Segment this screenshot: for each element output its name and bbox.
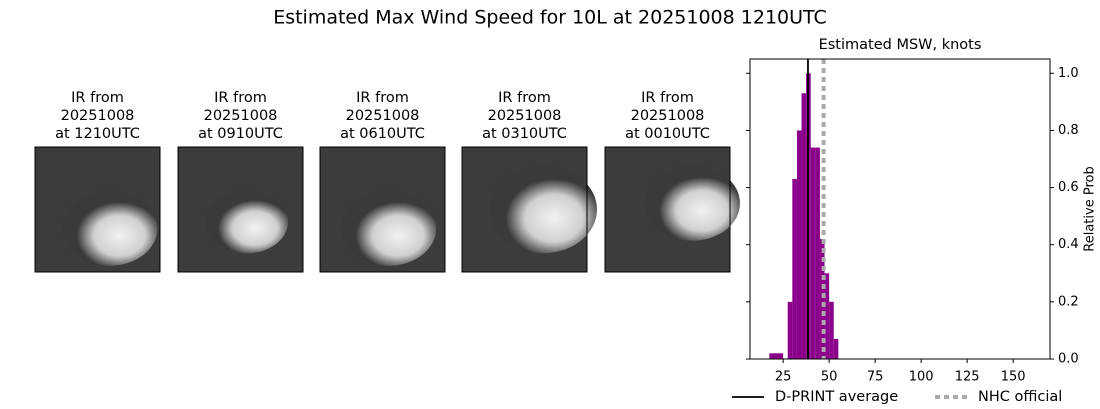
cloud bbox=[62, 190, 158, 266]
x-tick-label: 50 bbox=[821, 370, 838, 385]
legend-label: D-PRINT average bbox=[775, 389, 898, 405]
bar bbox=[769, 353, 784, 359]
panel-caption: 20251008 bbox=[61, 108, 135, 124]
bar bbox=[829, 301, 834, 359]
histogram: Estimated MSW, knots 25 50 75 100 125 150 0.0 0.… bbox=[732, 37, 1098, 405]
cloud bbox=[341, 190, 437, 266]
image-frame bbox=[604, 146, 731, 273]
x-tick-label: 75 bbox=[867, 370, 884, 385]
cloud bbox=[205, 190, 288, 254]
bar bbox=[833, 339, 839, 359]
panel-caption: IR from bbox=[356, 90, 409, 106]
bar bbox=[792, 179, 797, 359]
x-tick-label: 150 bbox=[1001, 370, 1026, 385]
plot-frame bbox=[749, 58, 1051, 360]
x-tick-label: 25 bbox=[775, 370, 792, 385]
panel-caption: at 0310UTC bbox=[482, 126, 567, 142]
y-axis-label: Relative Prob bbox=[1083, 166, 1098, 251]
panel-caption: IR from bbox=[214, 90, 267, 106]
x-tick-label: 100 bbox=[909, 370, 934, 385]
bar bbox=[815, 147, 820, 359]
cloud bbox=[645, 165, 740, 241]
y-tick-label: 0.0 bbox=[1058, 352, 1079, 367]
image-frame bbox=[461, 146, 588, 273]
panel-caption: at 0010UTC bbox=[625, 126, 710, 142]
bar bbox=[824, 273, 830, 359]
image-frame bbox=[177, 146, 304, 273]
panel-caption: at 1210UTC bbox=[55, 126, 140, 142]
chart-title: Estimated MSW, knots bbox=[819, 37, 982, 53]
bar bbox=[801, 93, 807, 360]
bar bbox=[796, 130, 802, 359]
panel-caption: 20251008 bbox=[631, 108, 705, 124]
panel-caption: IR from bbox=[498, 90, 551, 106]
bar bbox=[819, 239, 825, 359]
cloud bbox=[489, 165, 597, 254]
y-tick-label: 1.0 bbox=[1058, 66, 1079, 81]
panel-caption: IR from bbox=[71, 90, 124, 106]
bar bbox=[787, 301, 793, 359]
panel-caption: 20251008 bbox=[204, 108, 278, 124]
image-frame bbox=[34, 146, 161, 273]
y-tick-label: 0.2 bbox=[1058, 294, 1079, 309]
y-tick-label: 0.4 bbox=[1058, 237, 1079, 252]
panel-caption: at 0610UTC bbox=[340, 126, 425, 142]
panels: IR from 20251008 at 1210UTC IR from 20251008… bbox=[34, 90, 740, 273]
panel-caption: at 0910UTC bbox=[198, 126, 283, 142]
panel-caption: IR from bbox=[641, 90, 694, 106]
bar bbox=[810, 147, 816, 359]
x-tick-label: 125 bbox=[955, 370, 980, 385]
panel-caption: 20251008 bbox=[488, 108, 562, 124]
y-tick-label: 0.8 bbox=[1058, 123, 1079, 138]
legend-label: NHC official bbox=[978, 389, 1062, 405]
y-tick-label: 0.6 bbox=[1058, 180, 1079, 195]
figure-title: Estimated Max Wind Speed for 10L at 2025… bbox=[273, 7, 827, 29]
panel-caption: 20251008 bbox=[346, 108, 420, 124]
image-frame bbox=[319, 146, 446, 273]
